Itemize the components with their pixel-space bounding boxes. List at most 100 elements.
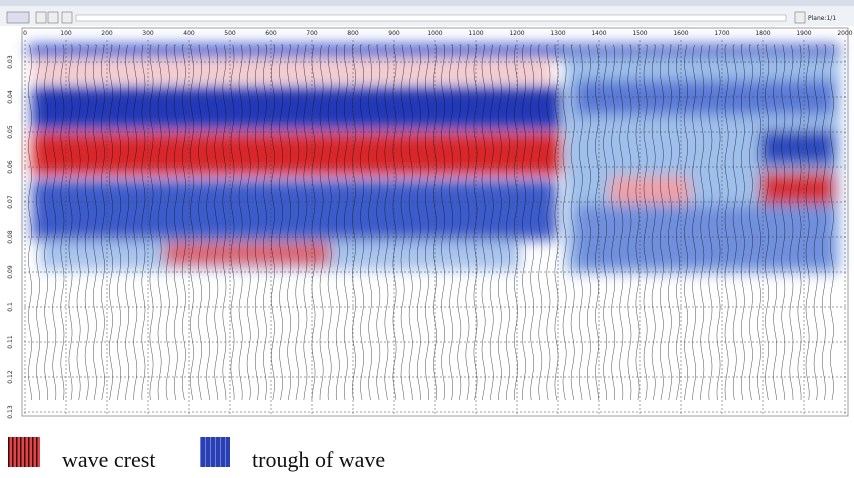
x-tick-label: 1200 bbox=[509, 30, 524, 37]
trace bbox=[635, 44, 640, 401]
trace bbox=[522, 44, 526, 401]
trace bbox=[76, 44, 81, 401]
trace bbox=[425, 44, 429, 401]
trace bbox=[481, 44, 486, 401]
trace bbox=[141, 44, 146, 401]
trace bbox=[773, 44, 778, 401]
trace bbox=[222, 44, 227, 401]
trace bbox=[611, 44, 616, 401]
y-tick-label: 0.07 bbox=[7, 195, 14, 209]
trace bbox=[157, 44, 162, 401]
trace bbox=[449, 44, 454, 401]
trough-region bbox=[575, 80, 835, 115]
x-tick-label: 1500 bbox=[632, 30, 647, 37]
trace bbox=[173, 44, 178, 401]
y-tick-label: 0.08 bbox=[7, 230, 14, 244]
trace bbox=[740, 44, 745, 401]
tool-button[interactable] bbox=[35, 11, 47, 24]
trace bbox=[125, 44, 130, 401]
trace bbox=[28, 44, 32, 401]
y-tick-label: 0.09 bbox=[7, 265, 14, 279]
trace bbox=[595, 44, 599, 401]
trace bbox=[84, 44, 89, 401]
trace bbox=[287, 44, 292, 401]
tool-button[interactable] bbox=[47, 11, 59, 24]
trace bbox=[68, 44, 73, 401]
x-tick-label: 1700 bbox=[714, 30, 729, 37]
x-tick-label: 200 bbox=[101, 30, 113, 37]
trough-region bbox=[28, 45, 840, 57]
trace bbox=[206, 44, 211, 401]
trace bbox=[587, 44, 591, 401]
x-tick-label: 500 bbox=[224, 30, 236, 37]
trace bbox=[254, 44, 259, 401]
x-tick-label: 1400 bbox=[591, 30, 606, 37]
trace bbox=[765, 44, 769, 401]
y-tick-label: 0.06 bbox=[7, 160, 14, 174]
trace bbox=[813, 44, 818, 401]
grid bbox=[24, 40, 846, 414]
title-bar bbox=[0, 0, 854, 6]
trace bbox=[392, 44, 397, 401]
y-tick-label: 0.1 bbox=[7, 302, 14, 312]
x-tick-label: 900 bbox=[388, 30, 400, 37]
x-tick-label: 2000 bbox=[837, 30, 852, 37]
legend-label: trough of wave bbox=[252, 447, 385, 472]
trace bbox=[497, 44, 502, 401]
trace bbox=[821, 44, 826, 401]
x-tick-label: 100 bbox=[60, 30, 72, 37]
trough-region bbox=[32, 86, 562, 130]
trace bbox=[676, 44, 680, 401]
trace bbox=[182, 44, 186, 401]
trace bbox=[684, 44, 688, 401]
trace bbox=[335, 44, 340, 401]
trace bbox=[36, 44, 40, 401]
trace bbox=[230, 44, 235, 401]
trace bbox=[92, 44, 97, 401]
trace bbox=[514, 44, 518, 401]
trace bbox=[692, 44, 697, 401]
trace bbox=[789, 44, 794, 401]
trace bbox=[570, 44, 575, 401]
plane-label: Plane:1/1 bbox=[808, 15, 836, 22]
trace bbox=[457, 44, 462, 401]
y-tick-label: 0.13 bbox=[7, 405, 14, 419]
y-tick-label: 0.03 bbox=[7, 55, 14, 69]
trace bbox=[400, 44, 405, 401]
trace bbox=[554, 44, 559, 401]
x-tick-label: 400 bbox=[183, 30, 195, 37]
trace bbox=[562, 44, 567, 401]
x-tick-label: 700 bbox=[306, 30, 318, 37]
trace bbox=[133, 44, 138, 400]
trough-region bbox=[32, 180, 557, 240]
trace bbox=[165, 44, 170, 401]
trace bbox=[416, 44, 421, 400]
y-tick-label: 0.12 bbox=[7, 370, 14, 384]
trace bbox=[303, 44, 308, 401]
trace bbox=[295, 44, 300, 401]
trace bbox=[506, 44, 510, 401]
trace bbox=[749, 44, 753, 401]
crest-region bbox=[610, 177, 690, 203]
trace bbox=[214, 44, 219, 401]
scroll-right[interactable] bbox=[794, 11, 806, 24]
x-tick-label: 1100 bbox=[468, 30, 483, 37]
x-tick-label: 1300 bbox=[550, 30, 565, 37]
scroll-left[interactable] bbox=[61, 11, 73, 24]
trace bbox=[190, 44, 194, 401]
trace bbox=[279, 44, 283, 401]
trace bbox=[368, 44, 373, 401]
tool-button[interactable] bbox=[6, 11, 30, 24]
trace bbox=[408, 44, 413, 401]
trace bbox=[344, 44, 348, 401]
trace bbox=[319, 44, 324, 401]
slider[interactable] bbox=[75, 14, 787, 22]
trace bbox=[52, 44, 57, 401]
trace bbox=[473, 44, 478, 401]
trace bbox=[109, 44, 113, 401]
trace bbox=[716, 44, 721, 401]
trace bbox=[465, 44, 470, 401]
trace bbox=[830, 44, 834, 401]
x-tick-label: 1900 bbox=[796, 30, 811, 37]
